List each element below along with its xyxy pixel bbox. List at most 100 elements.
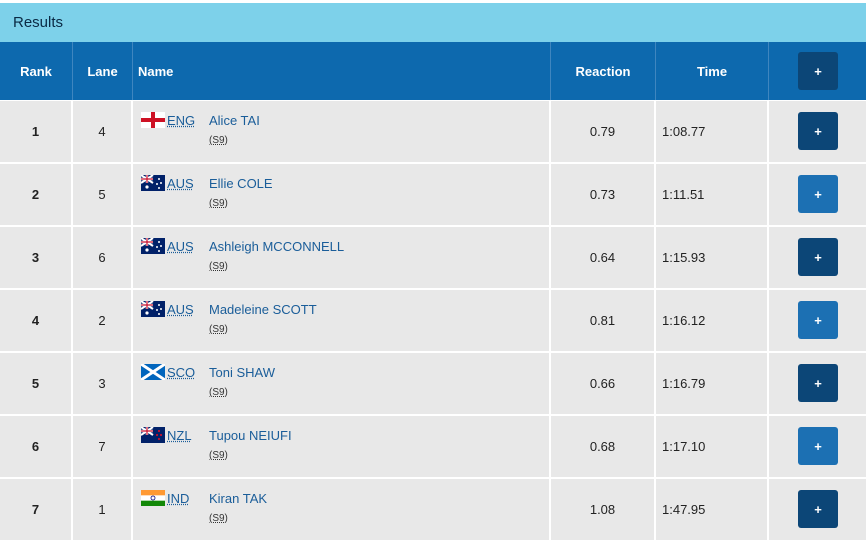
- time: 1:11.51: [656, 164, 769, 225]
- lane: 6: [73, 227, 133, 288]
- name-cell: SCO Toni SHAW (S9): [133, 353, 551, 414]
- rank: 3: [0, 227, 73, 288]
- country-code[interactable]: SCO: [167, 365, 196, 380]
- name-cell: AUS Ellie COLE (S9): [133, 164, 551, 225]
- lane: 4: [73, 101, 133, 162]
- athlete-name[interactable]: Tupou NEIUFI: [209, 428, 292, 443]
- time: 1:08.77: [656, 101, 769, 162]
- rank: 2: [0, 164, 73, 225]
- column-header: Time: [656, 42, 769, 100]
- country-code[interactable]: AUS: [167, 302, 194, 317]
- table-row: 4 2 AUS Madeleine SCOTT (S9) 0.81 1:16.12 +: [0, 290, 866, 351]
- expand-all-button[interactable]: +: [798, 52, 838, 90]
- lane: 2: [73, 290, 133, 351]
- classification: (S9): [209, 135, 228, 146]
- column-header: Reaction: [551, 42, 656, 100]
- column-header: Lane: [73, 42, 133, 100]
- rank: 7: [0, 479, 73, 540]
- flag-icon: [141, 112, 165, 128]
- country-code[interactable]: IND: [167, 491, 190, 506]
- flag-icon: [141, 490, 165, 506]
- name-cell: AUS Madeleine SCOTT (S9): [133, 290, 551, 351]
- time: 1:17.10: [656, 416, 769, 477]
- expand-button[interactable]: +: [798, 301, 838, 339]
- expand-button[interactable]: +: [798, 238, 838, 276]
- reaction: 0.68: [551, 416, 656, 477]
- time: 1:16.79: [656, 353, 769, 414]
- expand-button[interactable]: +: [798, 112, 838, 150]
- reaction: 1.08: [551, 479, 656, 540]
- athlete-name[interactable]: Toni SHAW: [209, 365, 275, 380]
- lane: 1: [73, 479, 133, 540]
- athlete-name[interactable]: Kiran TAK: [209, 491, 268, 506]
- country-code[interactable]: ENG: [167, 113, 196, 128]
- time: 1:15.93: [656, 227, 769, 288]
- classification: (S9): [209, 261, 228, 272]
- lane: 3: [73, 353, 133, 414]
- athlete-name[interactable]: Ellie COLE: [209, 176, 273, 191]
- button-wrap: +: [798, 238, 838, 276]
- column-header: Rank: [0, 42, 73, 100]
- flag: [140, 426, 165, 443]
- country-code[interactable]: AUS: [167, 239, 194, 254]
- flag: [140, 300, 165, 317]
- table-row: 3 6 AUS Ashleigh MCCONNELL (S9) 0.64 1:15.93 +: [0, 227, 866, 288]
- lane: 7: [73, 416, 133, 477]
- name-cell: IND Kiran TAK (S9): [133, 479, 551, 540]
- expand-button[interactable]: +: [798, 364, 838, 402]
- classification: (S9): [209, 198, 228, 209]
- classification: (S9): [209, 513, 228, 524]
- title: Results: [13, 14, 64, 31]
- table-row: 5 3 SCO Toni SHAW (S9) 0.66 1:16.79 +: [0, 353, 866, 414]
- expand-button[interactable]: +: [798, 490, 838, 528]
- reaction: 0.66: [551, 353, 656, 414]
- reaction: 0.73: [551, 164, 656, 225]
- flag-icon: [140, 426, 165, 443]
- flag-icon: [140, 174, 165, 191]
- rank: 5: [0, 353, 73, 414]
- classification: (S9): [209, 324, 228, 335]
- button-wrap: +: [798, 490, 838, 528]
- table-row: 7 1 IND Kiran TAK (S9) 1.08 1:47.95 +: [0, 479, 866, 540]
- table-row: 6 7 NZL Tupou NEIUFI (S9) 0.68 1:17.10 +: [0, 416, 866, 477]
- header-button-wrap: +: [798, 52, 838, 90]
- reaction: 0.64: [551, 227, 656, 288]
- time: 1:47.95: [656, 479, 769, 540]
- athlete-name[interactable]: Ashleigh MCCONNELL: [209, 239, 345, 254]
- flag: [141, 490, 165, 506]
- flag: [140, 237, 165, 254]
- flag-icon: [140, 300, 165, 317]
- table-row: 1 4 ENG Alice TAI (S9) 0.79 1:08.77 +: [0, 101, 866, 162]
- lane: 5: [73, 164, 133, 225]
- time: 1:16.12: [656, 290, 769, 351]
- expand-button[interactable]: +: [798, 175, 838, 213]
- table-row: 2 5 AUS Ellie COLE (S9) 0.73 1:11.51 +: [0, 164, 866, 225]
- button-wrap: +: [798, 175, 838, 213]
- country-code[interactable]: AUS: [167, 176, 194, 191]
- rank: 1: [0, 101, 73, 162]
- button-wrap: +: [798, 301, 838, 339]
- rank: 4: [0, 290, 73, 351]
- name-cell: NZL Tupou NEIUFI (S9): [133, 416, 551, 477]
- reaction: 0.81: [551, 290, 656, 351]
- flag: [141, 112, 165, 128]
- button-wrap: +: [798, 112, 838, 150]
- title-bar: Results: [0, 3, 866, 42]
- athlete-name[interactable]: Madeleine SCOTT: [209, 302, 317, 317]
- classification: (S9): [209, 450, 228, 461]
- flag-icon: [140, 237, 165, 254]
- flag: [140, 174, 165, 191]
- athlete-name[interactable]: Alice TAI: [209, 113, 260, 128]
- reaction: 0.79: [551, 101, 656, 162]
- rank: 6: [0, 416, 73, 477]
- flag: [140, 362, 166, 382]
- name-cell: ENG Alice TAI (S9): [133, 101, 551, 162]
- flag-icon: [140, 362, 166, 382]
- table-header: Rank Lane Name Reaction Time +: [0, 42, 866, 100]
- country-code[interactable]: NZL: [167, 428, 192, 443]
- column-header: Name: [133, 42, 551, 100]
- button-wrap: +: [798, 427, 838, 465]
- name-cell: AUS Ashleigh MCCONNELL (S9): [133, 227, 551, 288]
- expand-button[interactable]: +: [798, 427, 838, 465]
